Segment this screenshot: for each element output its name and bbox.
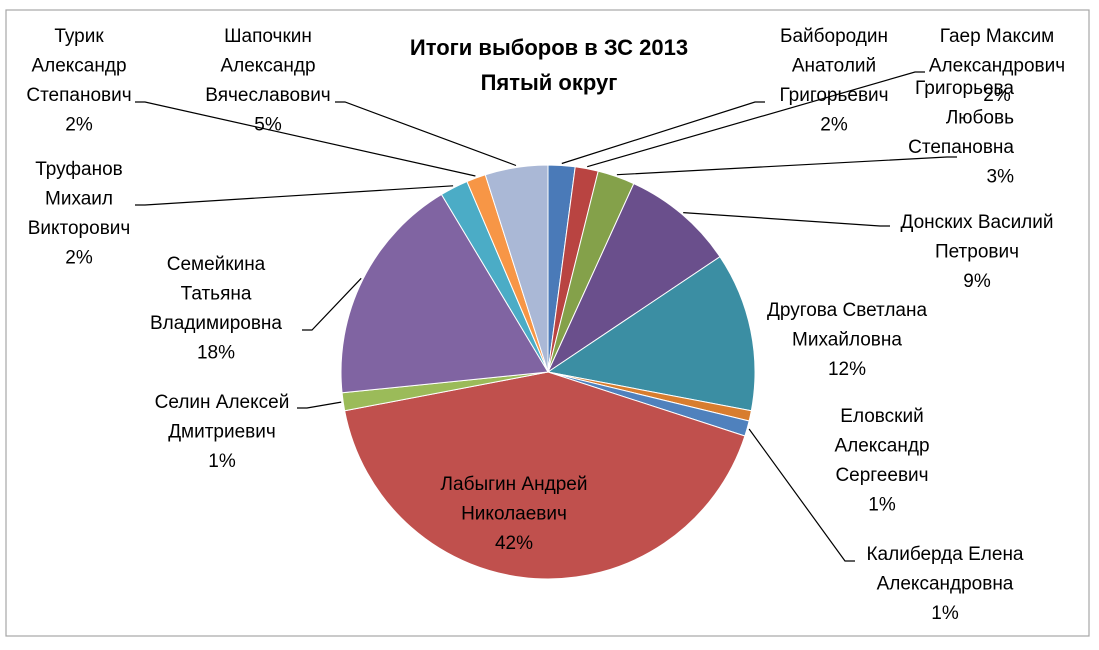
leader-line	[683, 212, 890, 227]
slice-name-line: Викторович	[28, 218, 131, 239]
chart-subtitle: Пятый округ	[481, 70, 618, 95]
slice-percent: 3%	[987, 167, 1015, 188]
pie-slices	[340, 164, 756, 580]
leader-line	[335, 101, 517, 167]
pie-slice	[546, 256, 756, 412]
slice-name-line: Любовь	[946, 108, 1014, 129]
slice-label: Лабыгин Андрей Николаевич 42%	[441, 474, 588, 554]
slice-label: Калиберда Елена Александровна 1%	[866, 544, 1023, 624]
slice-label: Гаер Максим Александрович 2%	[929, 26, 1065, 106]
slice-name-line: Байбородин	[780, 26, 888, 47]
slice-label: Труфанов Михаил Викторович 2%	[28, 159, 131, 269]
slice-name-line: Степанович	[26, 85, 131, 106]
pie-slice	[484, 164, 549, 373]
slice-name-line: Шапочкин	[224, 26, 312, 47]
slice-name-line: Григорьевич	[779, 85, 888, 106]
slice-percent: 12%	[828, 359, 866, 380]
slice-percent: 2%	[65, 115, 93, 136]
slice-name-line: Николаевич	[461, 504, 567, 525]
slice-percent: 9%	[963, 271, 991, 292]
slice-label: Семейкина Татьяна Владимировна 18%	[150, 254, 282, 364]
slice-name-line: Донских Василий	[900, 212, 1053, 233]
leader-lines	[135, 71, 957, 562]
slice-name-line: Сергеевич	[835, 465, 928, 486]
slice-name-line: Анатолий	[792, 56, 876, 77]
slice-name-line: Татьяна	[181, 284, 252, 305]
slice-name-line: Петрович	[935, 242, 1019, 263]
leader-line	[297, 401, 342, 409]
slice-name-line: Александр	[220, 56, 315, 77]
leader-line	[587, 71, 925, 168]
leader-line	[135, 185, 454, 206]
slice-percent: 5%	[254, 115, 282, 136]
slice-name-line: Труфанов	[35, 159, 123, 180]
slice-label: Донских Василий Петрович 9%	[900, 212, 1053, 292]
slice-label: Турик Александр Степанович 2%	[26, 26, 131, 136]
slice-percent: 1%	[868, 495, 896, 516]
pie-slice	[344, 371, 746, 580]
leader-line	[302, 277, 362, 331]
slice-label: Байбородин Анатолий Григорьевич 2%	[779, 26, 888, 136]
slice-name-line: Михайловна	[792, 330, 902, 351]
slice-label: Селин Алексей Дмитриевич 1%	[155, 392, 290, 472]
pie-slice	[340, 193, 549, 394]
slice-name-line: Другова Светлана	[767, 300, 927, 321]
slice-name-line: Турик	[54, 26, 104, 47]
slice-labels: Байбородин Анатолий Григорьевич 2%Гаер Макс…	[26, 26, 1065, 624]
leader-line	[135, 101, 476, 177]
leader-line	[616, 156, 957, 176]
leader-line	[561, 101, 765, 165]
slice-name-line: Еловский	[840, 406, 923, 427]
slice-name-line: Александровна	[877, 574, 1014, 595]
slice-name-line: Дмитриевич	[168, 422, 276, 443]
chart-title: Итоги выборов в ЗС 2013	[410, 35, 688, 60]
pie-slice	[546, 182, 721, 374]
slice-percent: 1%	[931, 603, 959, 624]
slice-percent: 2%	[820, 115, 848, 136]
slice-label: Другова Светлана Михайловна 12%	[767, 300, 927, 380]
leader-line	[748, 428, 855, 562]
slice-name-line: Вячеславович	[205, 85, 330, 106]
slice-name-line: Григорьева	[915, 78, 1014, 99]
slice-percent: 18%	[197, 343, 235, 364]
slice-percent: 42%	[495, 533, 533, 554]
slice-name-line: Лабыгин Андрей	[441, 474, 588, 495]
slice-label: Еловский Александр Сергеевич 1%	[834, 406, 929, 516]
slice-name-line: Александр	[834, 436, 929, 457]
slice-name-line: Александр	[31, 56, 126, 77]
slice-name-line: Калиберда Елена	[866, 544, 1023, 565]
slice-name-line: Степановна	[908, 137, 1014, 158]
slice-name-line: Семейкина	[167, 254, 266, 275]
slice-name-line: Гаер Максим	[940, 26, 1055, 47]
slice-name-line: Селин Алексей	[155, 392, 290, 413]
slice-percent: 2%	[65, 248, 93, 269]
slice-name-line: Владимировна	[150, 313, 282, 334]
slice-label: Шапочкин Александр Вячеславович 5%	[205, 26, 330, 136]
slice-name-line: Александрович	[929, 56, 1065, 77]
slice-percent: 1%	[208, 451, 236, 472]
slice-name-line: Михаил	[45, 189, 113, 210]
slice-label: Григорьева Любовь Степановна 3%	[908, 78, 1014, 188]
slice-percent: 2%	[983, 85, 1011, 106]
